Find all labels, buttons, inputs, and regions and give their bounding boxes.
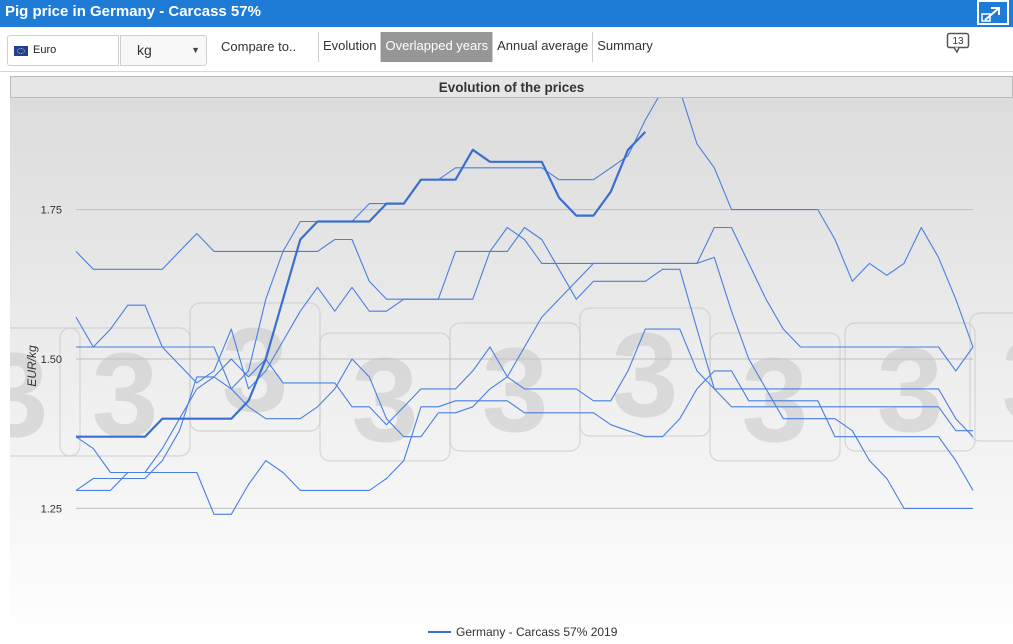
chart-title: Evolution of the prices <box>438 80 585 95</box>
legend-entry: Germany - Carcass 57% 2019 <box>456 625 618 639</box>
chevron-down-icon: ▼ <box>191 45 200 55</box>
watermark-tile: 3 <box>319 332 451 467</box>
watermark-tile: 3 <box>59 327 191 462</box>
svg-text:3: 3 <box>742 333 809 467</box>
series-line-2019[interactable] <box>76 131 647 438</box>
chart-grid <box>76 209 973 509</box>
tab-annual-average[interactable]: Annual average <box>492 32 592 62</box>
chart-header: Evolution of the prices <box>10 76 1013 98</box>
toolbar: Euro kg ▼ Compare to.. Evolution Overlap… <box>0 27 1013 72</box>
watermark-tile: 3 <box>709 332 841 467</box>
svg-text:3: 3 <box>92 328 159 462</box>
series-line[interactable] <box>75 226 974 372</box>
legend[interactable]: Germany - Carcass 57% 2019 <box>428 625 618 639</box>
series-layer <box>75 98 974 515</box>
fullscreen-button[interactable] <box>977 0 1009 25</box>
watermark-tile: 3 <box>449 322 581 457</box>
compare-button[interactable]: Compare to.. <box>221 39 297 54</box>
window-title: Pig price in Germany - Carcass 57% <box>5 3 261 20</box>
svg-text:3: 3 <box>877 323 944 457</box>
svg-text:3: 3 <box>612 308 679 442</box>
currency-select[interactable]: Euro <box>7 35 119 66</box>
y-tick-label: 1.25 <box>41 503 62 515</box>
currency-label: Euro <box>33 44 57 56</box>
comments-button[interactable]: 13 <box>946 32 970 54</box>
series-line[interactable] <box>75 328 974 474</box>
tab-summary[interactable]: Summary <box>592 32 657 62</box>
view-tabs: Evolution Overlapped years Annual averag… <box>318 32 657 62</box>
y-tick-label: 1.50 <box>41 354 62 366</box>
y-tick-label: 1.75 <box>41 205 62 217</box>
series-line[interactable] <box>75 256 973 509</box>
unit-select[interactable]: kg ▼ <box>120 35 207 66</box>
comment-icon: 13 <box>946 32 970 54</box>
watermark-layer: 333333333 <box>10 302 1013 467</box>
series-line[interactable] <box>75 226 973 432</box>
chart-panel: Evolution of the prices 333333333 1.251.… <box>10 76 1013 644</box>
series-line[interactable] <box>76 98 974 390</box>
svg-text:3: 3 <box>482 323 549 457</box>
tab-overlapped-years[interactable]: Overlapped years <box>380 32 493 62</box>
watermark-tile: 3 <box>844 322 976 457</box>
tab-evolution[interactable]: Evolution <box>318 32 380 62</box>
svg-text:3: 3 <box>1002 313 1013 447</box>
eu-flag-icon <box>14 46 28 56</box>
unit-label: kg <box>137 42 152 58</box>
title-bar: Pig price in Germany - Carcass 57% <box>0 0 1013 27</box>
watermark-tile: 3 <box>10 327 81 462</box>
expand-icon <box>981 7 1000 22</box>
y-axis: 1.25 1.50 1.75 <box>41 205 62 516</box>
svg-text:3: 3 <box>10 328 48 462</box>
y-axis-label: EUR/kg <box>25 345 39 387</box>
svg-text:3: 3 <box>352 333 419 467</box>
watermark-tile: 3 <box>969 312 1013 447</box>
series-line[interactable] <box>76 370 974 515</box>
comments-count: 13 <box>952 36 964 47</box>
price-chart: 333333333 1.25 1.50 1.75 EUR/kg Germany - … <box>10 98 1013 644</box>
